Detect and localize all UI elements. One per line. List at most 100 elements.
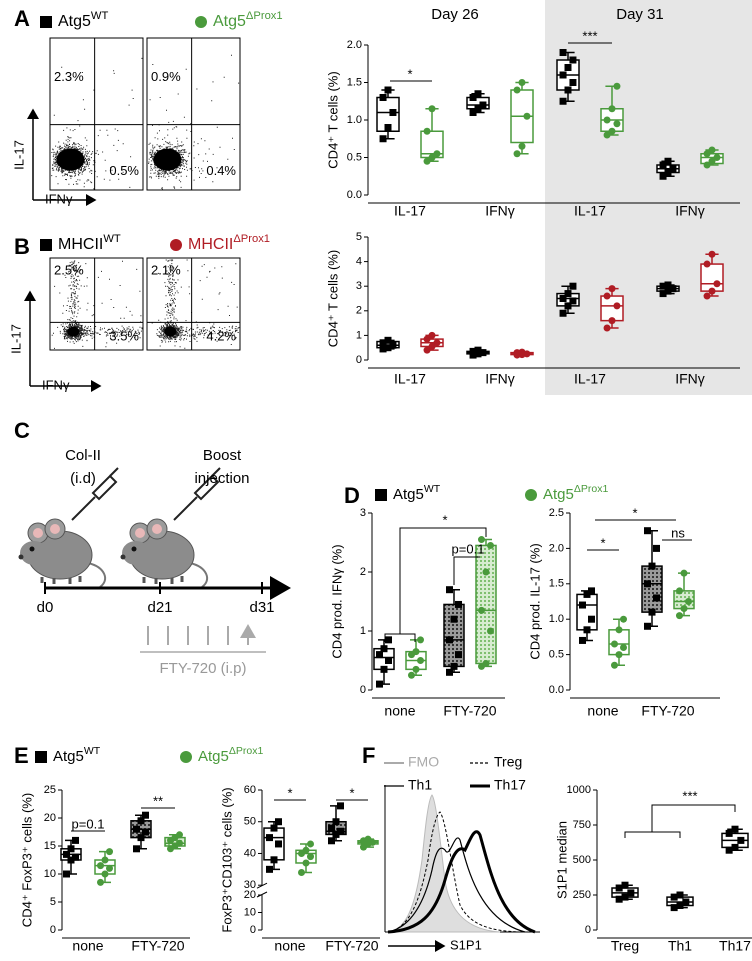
point [564, 64, 572, 71]
flow-density [67, 326, 80, 337]
panel-label: F [362, 743, 375, 768]
point [446, 636, 453, 644]
flow-events [151, 259, 240, 349]
x-tick-label: IL-17 [394, 371, 426, 387]
y-tick-label: 0 [356, 354, 362, 366]
mouse [17, 517, 107, 589]
y-axis-label: FoxP3⁺CD103⁺ cells (%) [219, 787, 234, 932]
point [564, 302, 572, 310]
legend-label: Atg5ΔProx1 [543, 483, 608, 503]
point [487, 627, 494, 635]
point [328, 824, 335, 832]
significance-label: p=0.1 [452, 541, 485, 556]
y-tick-label: 2 [356, 305, 362, 317]
point [613, 82, 621, 90]
point [302, 846, 310, 854]
point [603, 131, 611, 139]
point [676, 891, 684, 899]
y-tick-label: 5 [50, 896, 56, 908]
y-tick-label: 25 [44, 784, 56, 796]
point [478, 606, 485, 614]
legend-label: MHCIIWT [58, 233, 121, 253]
point [446, 586, 453, 594]
legend-sup: ΔProx1 [574, 483, 609, 495]
point [307, 840, 314, 848]
point [379, 345, 387, 353]
x-tick-label: FTY-720 [641, 703, 694, 719]
point [101, 856, 109, 864]
point [482, 568, 490, 576]
point [487, 541, 494, 549]
quadrant-percent: 3.5% [109, 329, 139, 344]
significance-label: * [632, 505, 637, 520]
point [133, 825, 140, 833]
point [384, 336, 392, 344]
point [423, 335, 431, 343]
point [446, 668, 453, 676]
point [648, 562, 656, 570]
quadrant-percent: 2.3% [54, 69, 84, 84]
legend-sup: WT [103, 233, 121, 245]
point [588, 587, 595, 595]
point [479, 101, 487, 109]
legend-name: Atg5 [198, 748, 229, 765]
y-tick-label: 1.0 [347, 114, 362, 126]
point [379, 135, 387, 143]
point [428, 105, 436, 113]
legend-label: Atg5WT [58, 10, 108, 30]
y-tick-label: 10 [44, 868, 56, 880]
y-tick-label: 0.5 [347, 151, 362, 163]
y-tick-label: 5 [356, 231, 362, 243]
y-tick-label: 1.0 [549, 613, 564, 625]
shaded-region [545, 0, 752, 225]
group-header: Day 31 [616, 6, 664, 23]
point [644, 622, 651, 630]
y-tick-label: 1 [360, 625, 366, 637]
point [703, 292, 711, 300]
point [337, 802, 344, 810]
point [648, 608, 656, 616]
point [579, 601, 586, 609]
point [608, 105, 616, 113]
y-axis-label: CD4⁺ FoxP3⁺ cells (%) [19, 793, 34, 927]
y-tick-label: 1.5 [347, 76, 362, 88]
y-tick-label: 2.0 [549, 542, 564, 554]
legend-name: Atg5 [393, 486, 424, 503]
point [170, 239, 182, 251]
legend-name: MHCII [58, 236, 103, 253]
point [106, 864, 113, 872]
y-tick-label: 0 [250, 924, 256, 936]
flow-frame [146, 37, 241, 191]
point [670, 904, 678, 912]
x-tick-label: FTY-720 [443, 703, 496, 719]
legend-label: Th17 [494, 777, 526, 793]
treatment-label: FTY-720 (i.p) [160, 660, 247, 677]
panel-label: A [14, 6, 30, 31]
point [40, 16, 52, 28]
point [412, 665, 420, 673]
point [611, 661, 618, 669]
significance-label: * [349, 785, 354, 800]
legend-label: Atg5WT [53, 745, 101, 765]
legend-name: Atg5 [58, 13, 91, 30]
point [307, 853, 314, 861]
significance-bracket [453, 556, 480, 585]
point [713, 154, 721, 161]
legend-label: FMO [408, 754, 439, 770]
point [423, 346, 431, 354]
point [417, 657, 424, 664]
significance-label: * [407, 66, 412, 81]
significance-label: * [287, 785, 292, 800]
point [275, 840, 282, 848]
y-tick-label: 2.0 [347, 39, 362, 51]
point [513, 86, 521, 94]
point [615, 651, 623, 659]
point [428, 331, 436, 339]
point [680, 569, 688, 577]
x-tick-label: none [384, 703, 415, 719]
legend-label: Atg5ΔProx1 [198, 745, 263, 765]
x-tick-label: IFNγ [485, 371, 515, 387]
point [384, 344, 392, 352]
point [613, 302, 621, 310]
hist-x-label: S1P1 [450, 937, 482, 952]
